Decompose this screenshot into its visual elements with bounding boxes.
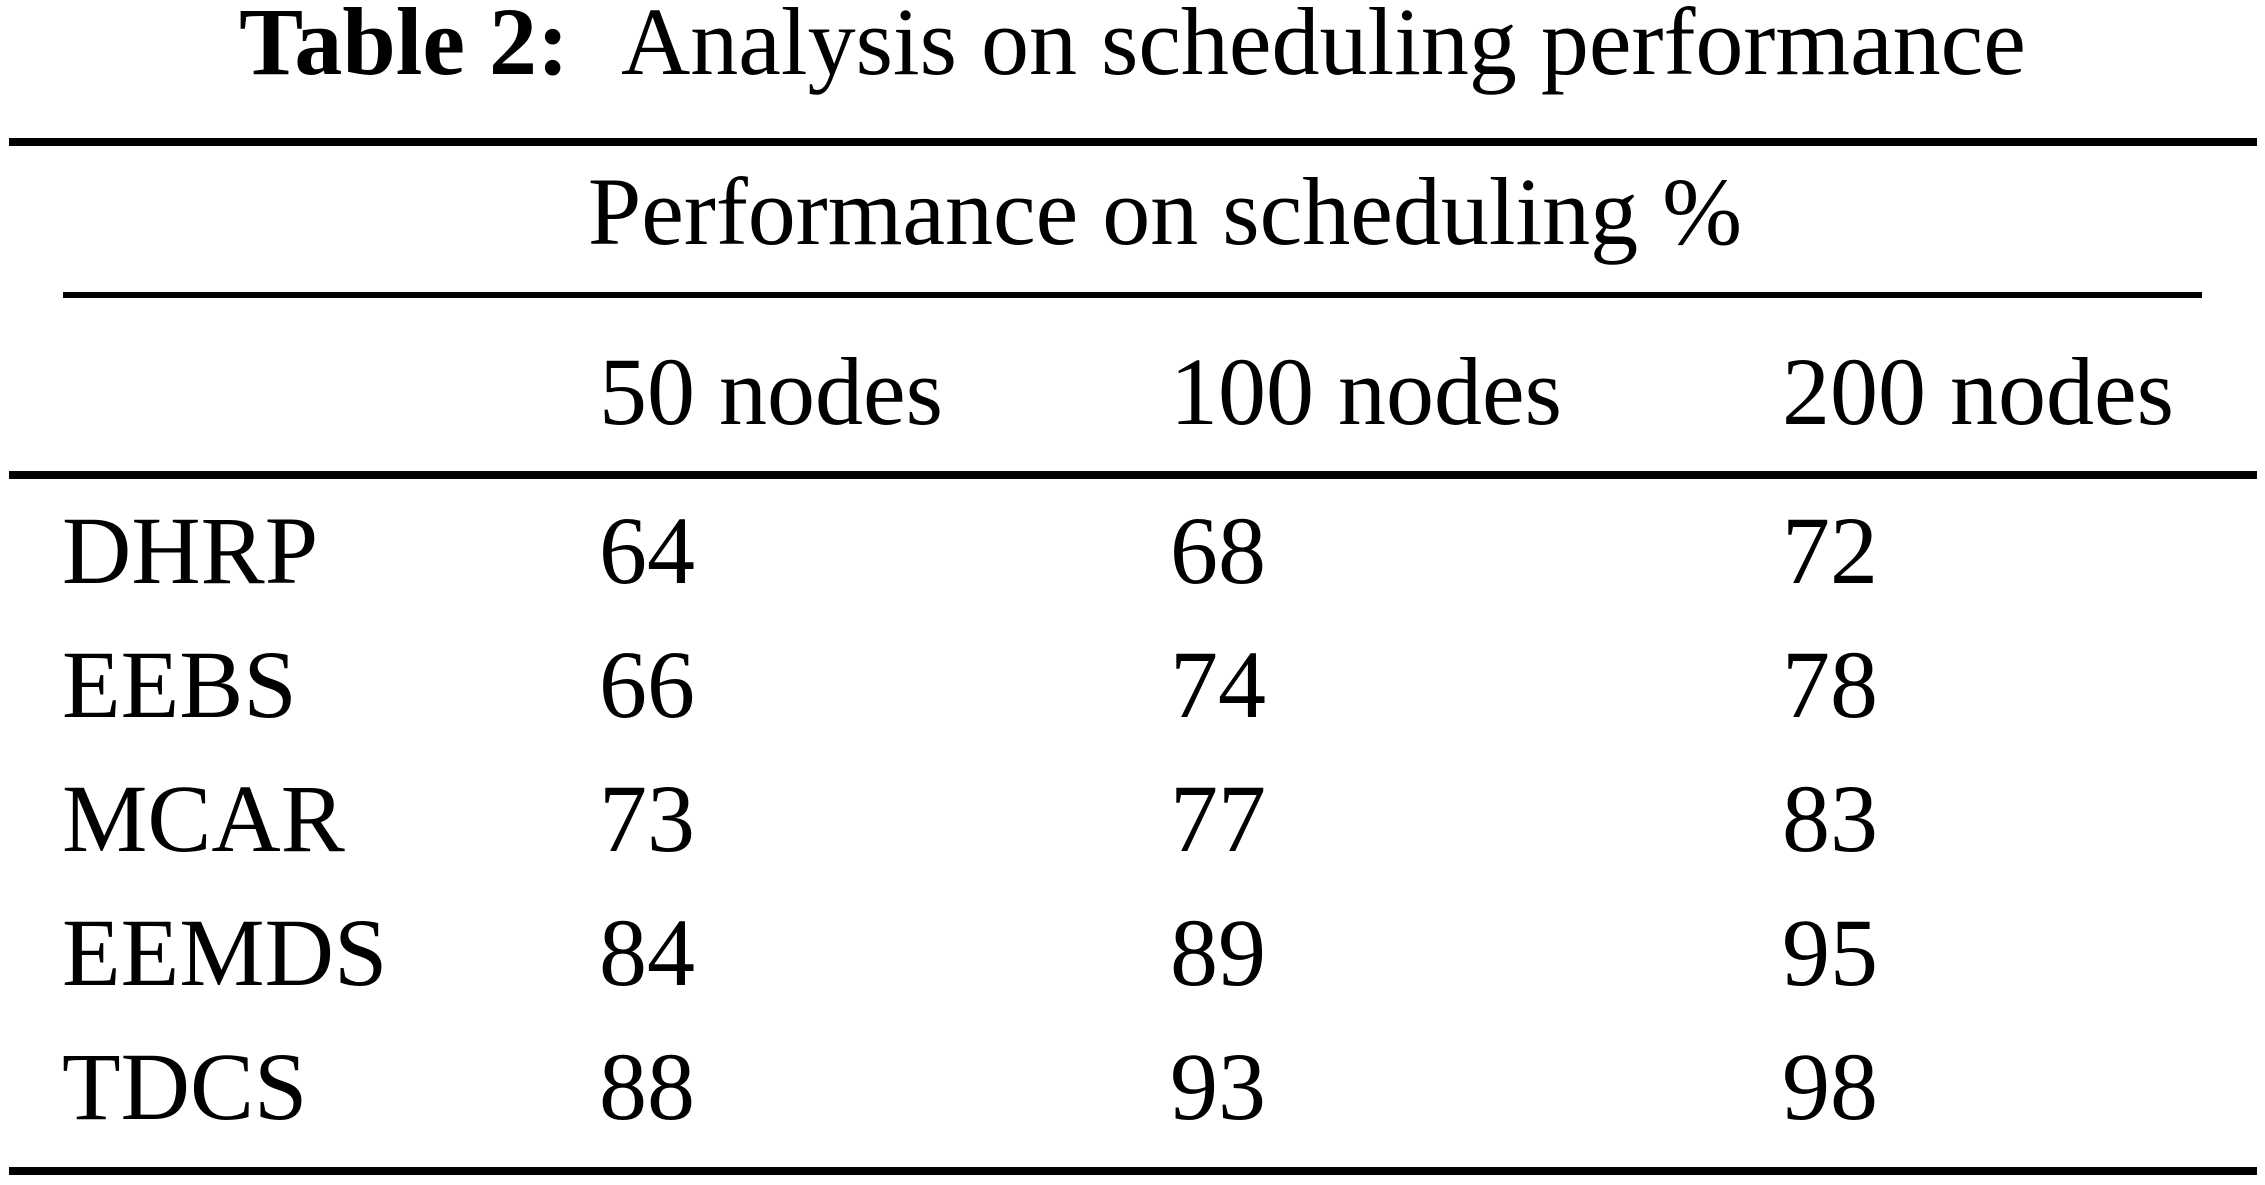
cell-200-nodes: 78: [1782, 631, 1878, 738]
table-row-eebs: EEBS 66 74 78: [0, 618, 2265, 752]
bottom-rule: [9, 1167, 2257, 1175]
cell-50-nodes: 64: [599, 497, 695, 604]
table-caption-number: Table 2:: [239, 0, 569, 95]
cell-50-nodes: 66: [599, 631, 695, 738]
column-header-100-nodes: 100 nodes: [1170, 338, 1562, 445]
row-label: DHRP: [62, 497, 319, 604]
table-row-tdcs: TDCS 88 93 98: [0, 1020, 2265, 1154]
spanning-header-underline-rule: [63, 292, 2202, 298]
header-separator-rule: [9, 471, 2257, 479]
cell-100-nodes: 89: [1170, 899, 1266, 1006]
cell-50-nodes: 88: [599, 1033, 695, 1140]
cell-200-nodes: 83: [1782, 765, 1878, 872]
row-label: MCAR: [62, 765, 345, 872]
cell-100-nodes: 68: [1170, 497, 1266, 604]
spanning-column-header: Performance on scheduling %: [587, 158, 1743, 265]
table-row-eemds: EEMDS 84 89 95: [0, 886, 2265, 1020]
row-label: TDCS: [62, 1033, 308, 1140]
cell-100-nodes: 93: [1170, 1033, 1266, 1140]
column-header-row: 50 nodes 100 nodes 200 nodes: [0, 325, 2265, 459]
cell-100-nodes: 77: [1170, 765, 1266, 872]
table-body: DHRP 64 68 72 EEBS 66 74 78 MCAR 73 77 8…: [0, 484, 2265, 1154]
table-caption-title: Analysis on scheduling performance: [620, 0, 2026, 95]
cell-50-nodes: 84: [599, 899, 695, 1006]
top-rule: [9, 138, 2257, 146]
cell-200-nodes: 95: [1782, 899, 1878, 1006]
cell-100-nodes: 74: [1170, 631, 1266, 738]
cell-200-nodes: 98: [1782, 1033, 1878, 1140]
cell-50-nodes: 73: [599, 765, 695, 872]
row-label: EEMDS: [62, 899, 388, 1006]
row-label: EEBS: [62, 631, 297, 738]
column-header-50-nodes: 50 nodes: [599, 338, 943, 445]
column-header-200-nodes: 200 nodes: [1782, 338, 2174, 445]
table-row-mcar: MCAR 73 77 83: [0, 752, 2265, 886]
table-caption: Table 2: Analysis on scheduling performan…: [0, 0, 2265, 90]
table-row-dhrp: DHRP 64 68 72: [0, 484, 2265, 618]
column-header-stub-empty: [0, 325, 599, 459]
cell-200-nodes: 72: [1782, 497, 1878, 604]
